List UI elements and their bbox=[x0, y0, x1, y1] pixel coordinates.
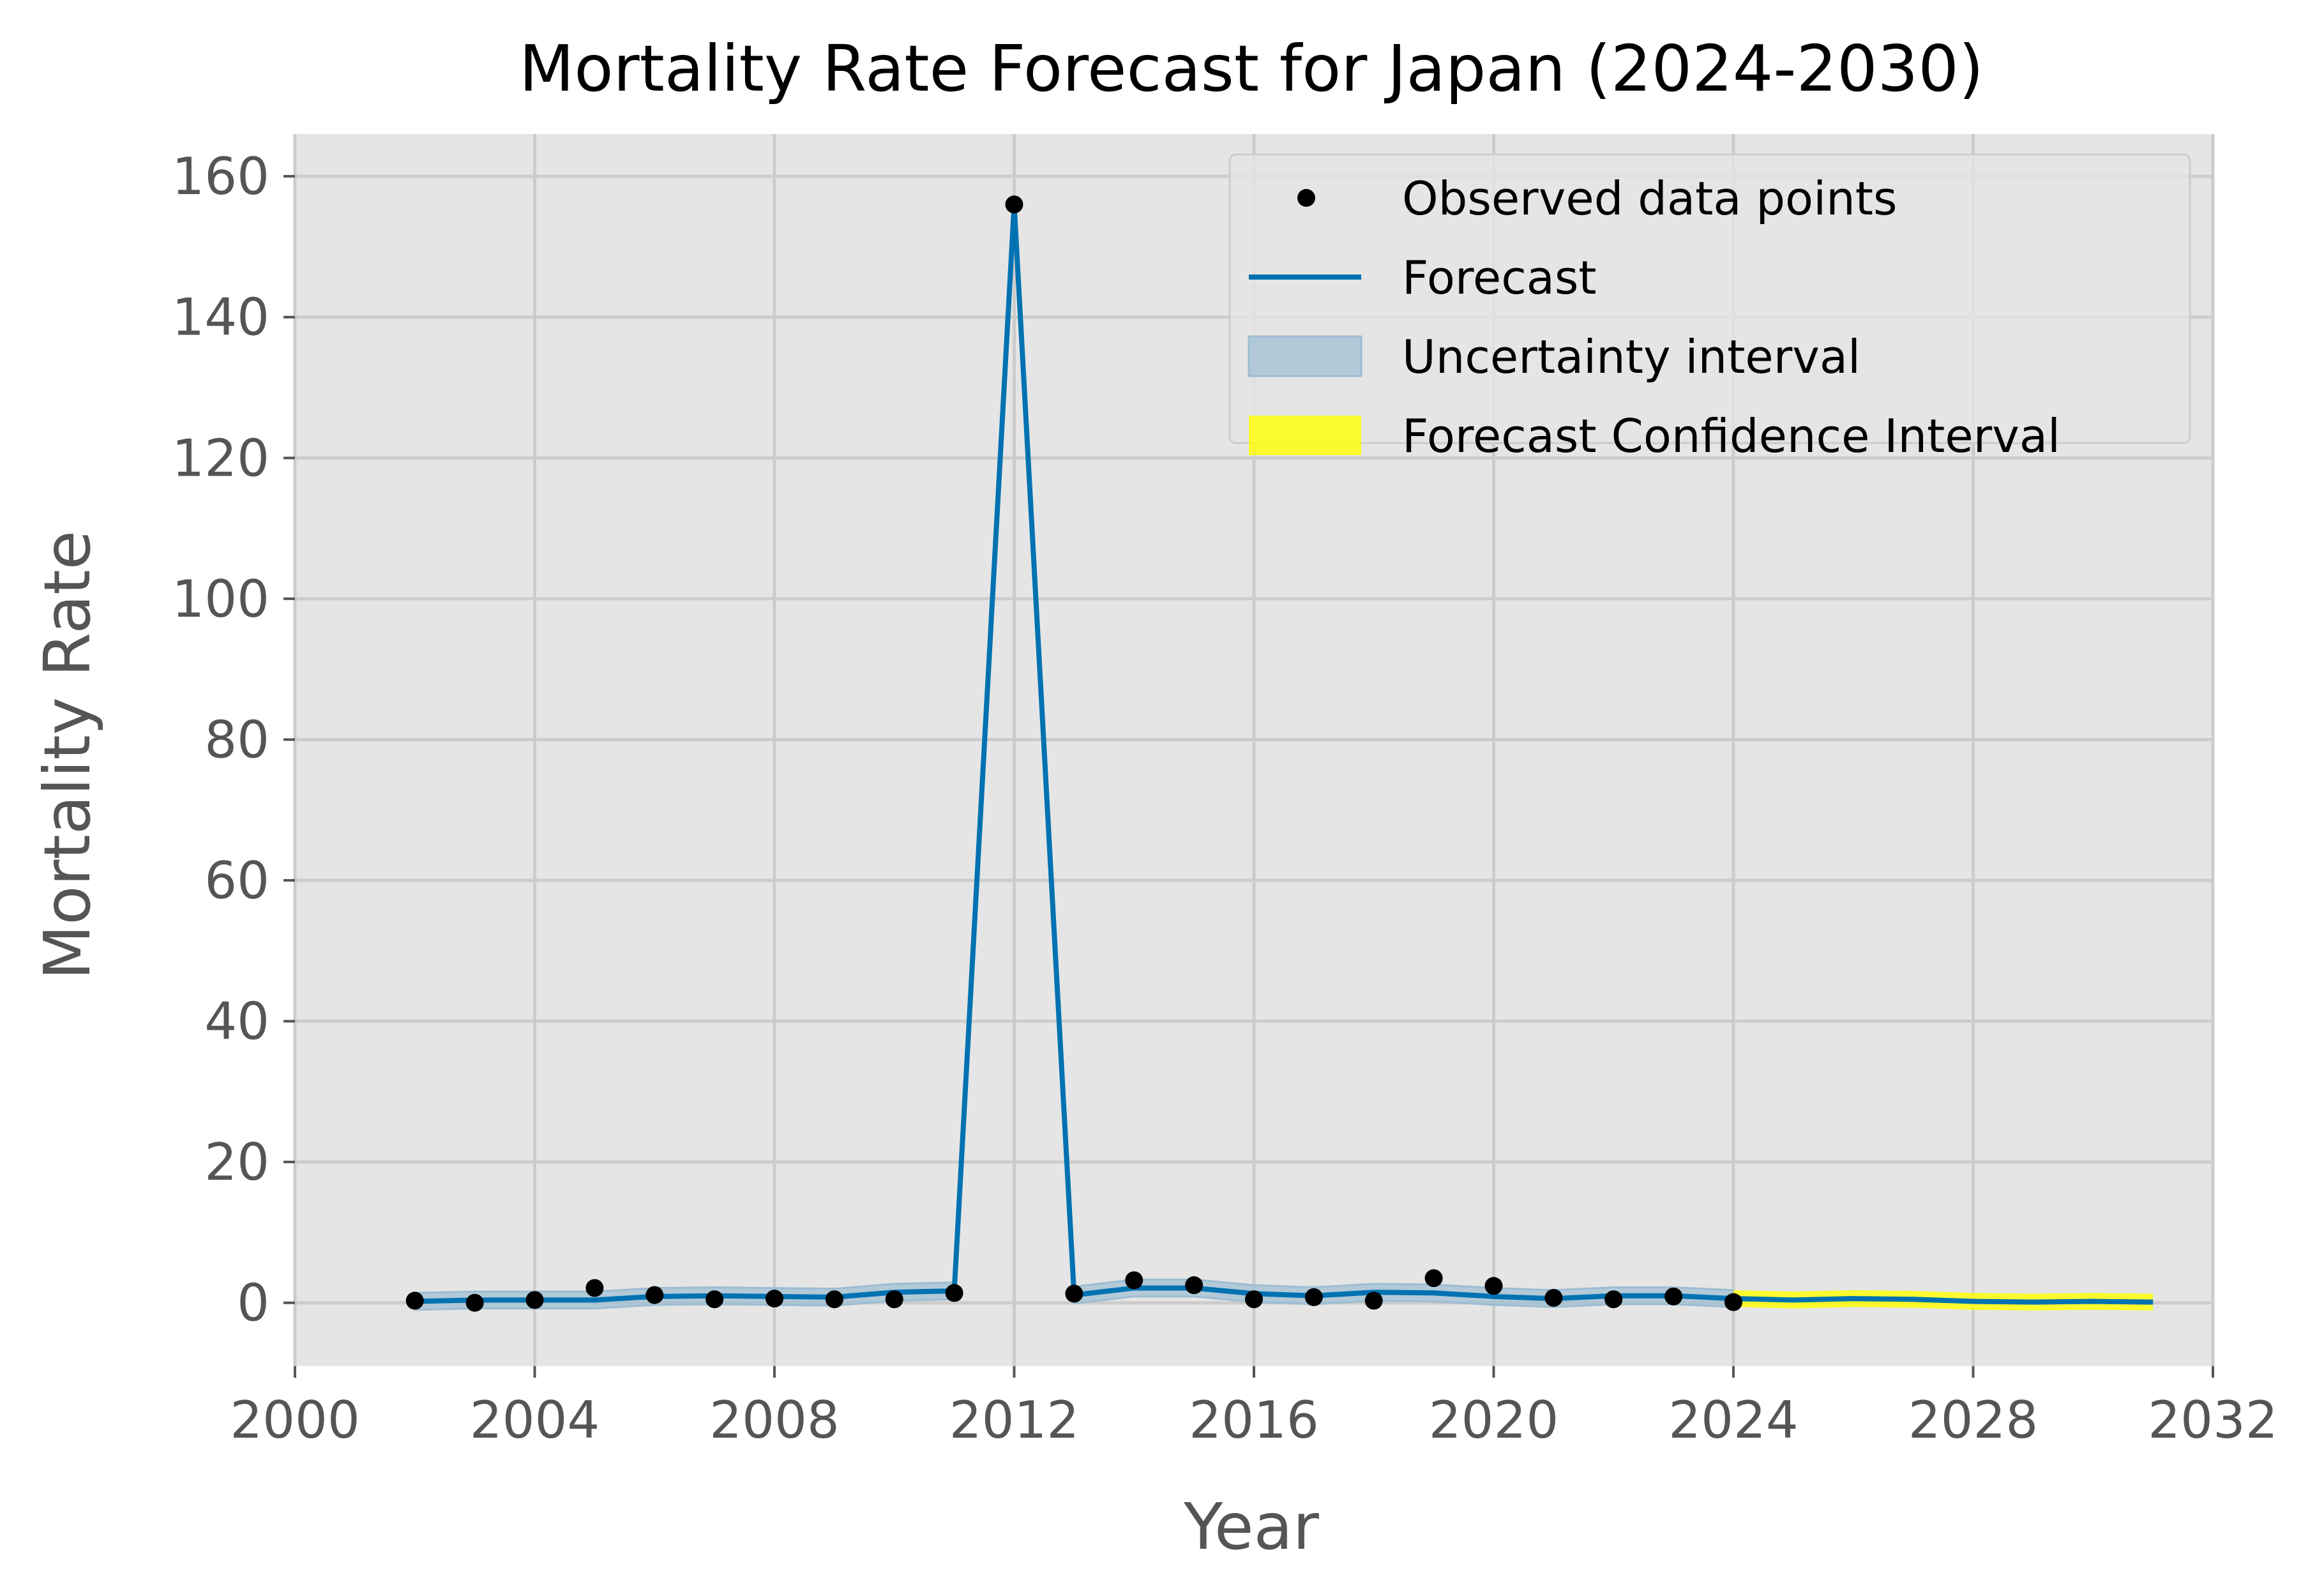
observed-point bbox=[706, 1290, 724, 1309]
legend-label-observed: Observed data points bbox=[1402, 172, 1897, 225]
observed-point bbox=[1364, 1291, 1383, 1310]
observed-point bbox=[1664, 1287, 1683, 1306]
y-tick-label: 100 bbox=[172, 569, 269, 629]
y-tick-label: 160 bbox=[172, 147, 269, 206]
observed-point bbox=[1544, 1289, 1563, 1307]
y-tick-label: 60 bbox=[204, 851, 269, 910]
y-tick-label: 0 bbox=[237, 1274, 269, 1333]
observed-point bbox=[405, 1291, 424, 1310]
legend-box bbox=[1228, 153, 2191, 444]
chart-title: Mortality Rate Forecast for Japan (2024-… bbox=[519, 31, 1984, 106]
x-tick-label: 2000 bbox=[230, 1390, 360, 1450]
observed-point bbox=[1304, 1288, 1323, 1306]
observed-point bbox=[1484, 1277, 1503, 1295]
observed-point bbox=[1724, 1293, 1742, 1311]
y-tick-label: 20 bbox=[204, 1133, 269, 1192]
legend-marker-uncertainty bbox=[1248, 335, 1362, 377]
legend-label-forecast: Forecast bbox=[1402, 251, 1597, 305]
x-tick-label: 2016 bbox=[1189, 1390, 1319, 1450]
observed-point bbox=[1245, 1290, 1263, 1309]
observed-point bbox=[1005, 195, 1023, 214]
lines-layer bbox=[414, 202, 2154, 1305]
x-tick-label: 2004 bbox=[470, 1390, 600, 1450]
legend-marker-observed bbox=[1297, 189, 1315, 207]
forecast-line bbox=[414, 202, 2154, 1305]
legend-label-forecast-ci: Forecast Confidence Interval bbox=[1402, 409, 2060, 463]
observed-point bbox=[1424, 1269, 1443, 1288]
y-tick-label: 80 bbox=[204, 710, 269, 769]
y-tick-label: 140 bbox=[172, 288, 269, 347]
observed-point bbox=[766, 1290, 783, 1308]
observed-point bbox=[1065, 1284, 1083, 1303]
observed-point bbox=[525, 1291, 544, 1309]
observed-point bbox=[885, 1290, 903, 1309]
legend: Observed data points Forecast Uncertaint… bbox=[1228, 153, 2191, 463]
observed-point bbox=[585, 1279, 604, 1297]
observed-points-layer bbox=[405, 195, 1742, 1312]
observed-point bbox=[1185, 1276, 1204, 1295]
x-tick-label: 2032 bbox=[2148, 1390, 2278, 1450]
x-tick-label: 2028 bbox=[1908, 1390, 2039, 1450]
x-axis-label: Year bbox=[1183, 1489, 1320, 1564]
observed-point bbox=[1125, 1271, 1143, 1290]
legend-label-uncertainty: Uncertainty interval bbox=[1402, 330, 1860, 384]
ticks-layer: 2000 2004 2008 2012 2016 2020 2024 2028 2032 0 20 4… bbox=[172, 147, 2278, 1450]
y-tick-label: 40 bbox=[204, 992, 269, 1051]
observed-point bbox=[465, 1293, 484, 1312]
legend-marker-forecast-ci bbox=[1249, 416, 1361, 455]
y-tick-label: 120 bbox=[172, 428, 269, 488]
x-tick-label: 2024 bbox=[1668, 1390, 1799, 1450]
observed-point bbox=[945, 1284, 963, 1302]
observed-point bbox=[1604, 1290, 1623, 1309]
x-tick-label: 2008 bbox=[709, 1390, 840, 1450]
x-tick-label: 2020 bbox=[1429, 1390, 1559, 1450]
observed-point bbox=[645, 1286, 664, 1304]
x-tick-label: 2012 bbox=[949, 1390, 1080, 1450]
y-axis-label: Mortality Rate bbox=[30, 531, 105, 980]
observed-point bbox=[825, 1290, 843, 1309]
